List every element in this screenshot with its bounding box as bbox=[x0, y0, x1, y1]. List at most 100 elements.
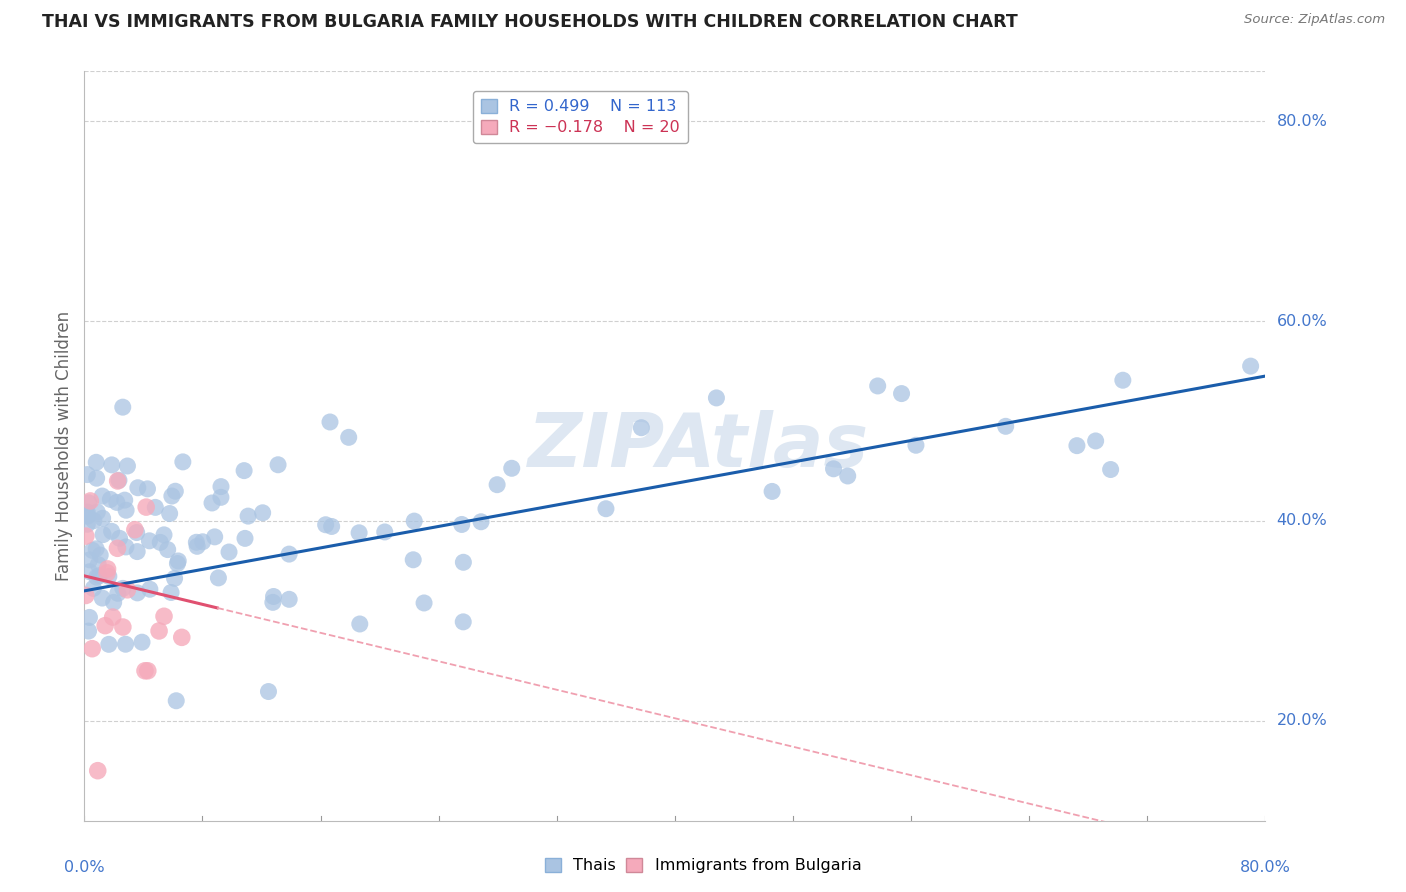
Point bbox=[233, 464, 256, 478]
Point bbox=[153, 528, 176, 542]
Point bbox=[413, 596, 436, 610]
Point bbox=[165, 694, 187, 708]
Point bbox=[136, 482, 159, 496]
Point bbox=[167, 554, 190, 568]
Point bbox=[117, 582, 139, 597]
Y-axis label: Family Households with Children: Family Households with Children bbox=[55, 311, 73, 581]
Point bbox=[186, 535, 208, 549]
Point bbox=[107, 586, 129, 600]
Point bbox=[86, 505, 108, 519]
Point bbox=[404, 514, 426, 528]
Point bbox=[160, 585, 183, 599]
Text: 40.0%: 40.0% bbox=[1277, 514, 1327, 528]
Point bbox=[159, 507, 181, 521]
Point bbox=[501, 461, 523, 475]
Point bbox=[486, 477, 509, 491]
Point bbox=[278, 592, 301, 607]
Point bbox=[100, 458, 122, 472]
Point bbox=[156, 542, 179, 557]
Text: THAI VS IMMIGRANTS FROM BULGARIA FAMILY HOUSEHOLDS WITH CHILDREN CORRELATION CHA: THAI VS IMMIGRANTS FROM BULGARIA FAMILY … bbox=[42, 13, 1018, 31]
Point bbox=[160, 489, 183, 503]
Legend: R = 0.499    N = 113, R = −0.178    N = 20: R = 0.499 N = 113, R = −0.178 N = 20 bbox=[472, 91, 688, 144]
Point bbox=[96, 562, 118, 576]
Point bbox=[97, 637, 120, 651]
Point bbox=[347, 525, 370, 540]
Point bbox=[76, 505, 98, 519]
Point bbox=[114, 637, 136, 651]
Point bbox=[115, 503, 138, 517]
Point bbox=[79, 610, 101, 624]
Point bbox=[209, 480, 232, 494]
Point bbox=[75, 529, 97, 543]
Point bbox=[134, 664, 156, 678]
Point bbox=[97, 569, 120, 583]
Point bbox=[994, 419, 1017, 434]
Point bbox=[77, 624, 100, 638]
Point bbox=[252, 506, 274, 520]
Point bbox=[450, 517, 472, 532]
Point bbox=[86, 471, 108, 485]
Point bbox=[262, 595, 284, 609]
Point bbox=[77, 496, 100, 510]
Point bbox=[630, 421, 652, 435]
Point bbox=[79, 553, 101, 567]
Point bbox=[76, 517, 98, 532]
Point bbox=[87, 558, 110, 572]
Point bbox=[98, 492, 121, 507]
Point bbox=[79, 494, 101, 508]
Point bbox=[115, 540, 138, 554]
Point bbox=[91, 527, 114, 541]
Point bbox=[595, 501, 617, 516]
Point bbox=[127, 586, 149, 600]
Point bbox=[143, 500, 166, 515]
Point bbox=[135, 500, 157, 515]
Point bbox=[218, 545, 240, 559]
Point bbox=[84, 541, 107, 556]
Point bbox=[94, 618, 117, 632]
Text: 80.0%: 80.0% bbox=[1240, 860, 1291, 874]
Point bbox=[278, 547, 301, 561]
Point bbox=[236, 509, 259, 524]
Point bbox=[136, 664, 159, 678]
Point bbox=[76, 467, 98, 482]
Point bbox=[163, 571, 186, 585]
Point bbox=[127, 481, 149, 495]
Point bbox=[1066, 439, 1088, 453]
Point bbox=[823, 462, 845, 476]
Point bbox=[117, 458, 139, 473]
Point bbox=[165, 484, 187, 499]
Point bbox=[89, 568, 111, 582]
Point bbox=[91, 489, 114, 503]
Point bbox=[904, 438, 927, 452]
Point bbox=[1240, 359, 1263, 373]
Legend: Thais, Immigrants from Bulgaria: Thais, Immigrants from Bulgaria bbox=[538, 851, 868, 880]
Point bbox=[76, 509, 98, 524]
Point bbox=[87, 764, 110, 778]
Point bbox=[79, 565, 101, 579]
Point bbox=[349, 617, 371, 632]
Point bbox=[315, 517, 337, 532]
Point bbox=[837, 469, 859, 483]
Text: ZIPAtlas: ZIPAtlas bbox=[527, 409, 869, 483]
Point bbox=[890, 386, 912, 401]
Point bbox=[201, 496, 224, 510]
Point bbox=[761, 484, 783, 499]
Point bbox=[451, 615, 474, 629]
Point bbox=[233, 532, 256, 546]
Point bbox=[321, 519, 343, 533]
Point bbox=[204, 530, 226, 544]
Point bbox=[91, 591, 114, 605]
Point bbox=[114, 493, 136, 508]
Point bbox=[108, 531, 131, 545]
Point bbox=[91, 511, 114, 525]
Point bbox=[207, 571, 229, 585]
Point bbox=[107, 541, 129, 556]
Point bbox=[866, 379, 889, 393]
Point bbox=[149, 535, 172, 549]
Point bbox=[402, 553, 425, 567]
Point bbox=[706, 391, 728, 405]
Point bbox=[453, 555, 475, 569]
Point bbox=[153, 609, 176, 624]
Text: 0.0%: 0.0% bbox=[65, 860, 104, 874]
Point bbox=[267, 458, 290, 472]
